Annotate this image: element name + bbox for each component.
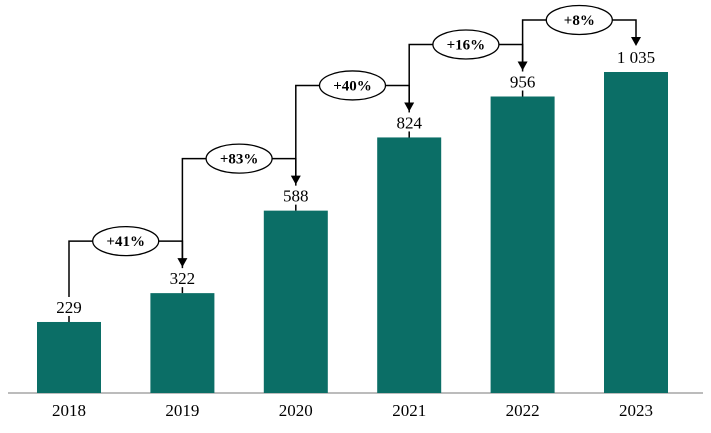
- value-label: 322: [170, 269, 196, 288]
- year-label-2019: 2019: [165, 401, 199, 420]
- value-label-bg: [277, 185, 315, 205]
- year-label-2021: 2021: [392, 401, 426, 420]
- value-label: 1 035: [617, 48, 655, 67]
- value-label: 229: [56, 298, 82, 317]
- bar-2022: [490, 96, 555, 393]
- year-label-2020: 2020: [279, 401, 313, 420]
- arrow-down-icon: [631, 37, 641, 46]
- growth-label: +40%: [333, 78, 372, 94]
- growth-label: +41%: [106, 234, 145, 250]
- growth-ellipse: [205, 143, 273, 174]
- growth-label: +8%: [564, 13, 595, 29]
- value-label-bg: [608, 47, 664, 66]
- growth-ellipse: [545, 4, 613, 36]
- growth-ellipse: [432, 29, 500, 60]
- value-label: 588: [283, 187, 309, 206]
- value-label-bg: [50, 296, 88, 316]
- year-label-2022: 2022: [506, 401, 540, 420]
- value-label-bg: [504, 71, 541, 91]
- year-label-2023: 2023: [619, 401, 653, 420]
- value-label-bg: [164, 268, 201, 288]
- growth-ellipse: [92, 225, 160, 257]
- value-label: 956: [510, 73, 536, 92]
- bar-2021: [377, 137, 442, 393]
- value-label-bg: [390, 112, 428, 132]
- bar-2019: [150, 293, 215, 393]
- growth-label: +83%: [220, 152, 259, 168]
- value-label: 824: [396, 113, 422, 132]
- bar-2018: [37, 321, 101, 393]
- bar-2023: [604, 72, 668, 393]
- growth-ellipse: [318, 70, 387, 101]
- growth-label: +16%: [447, 38, 486, 54]
- bar-2020: [263, 210, 328, 393]
- year-label-2018: 2018: [52, 401, 86, 420]
